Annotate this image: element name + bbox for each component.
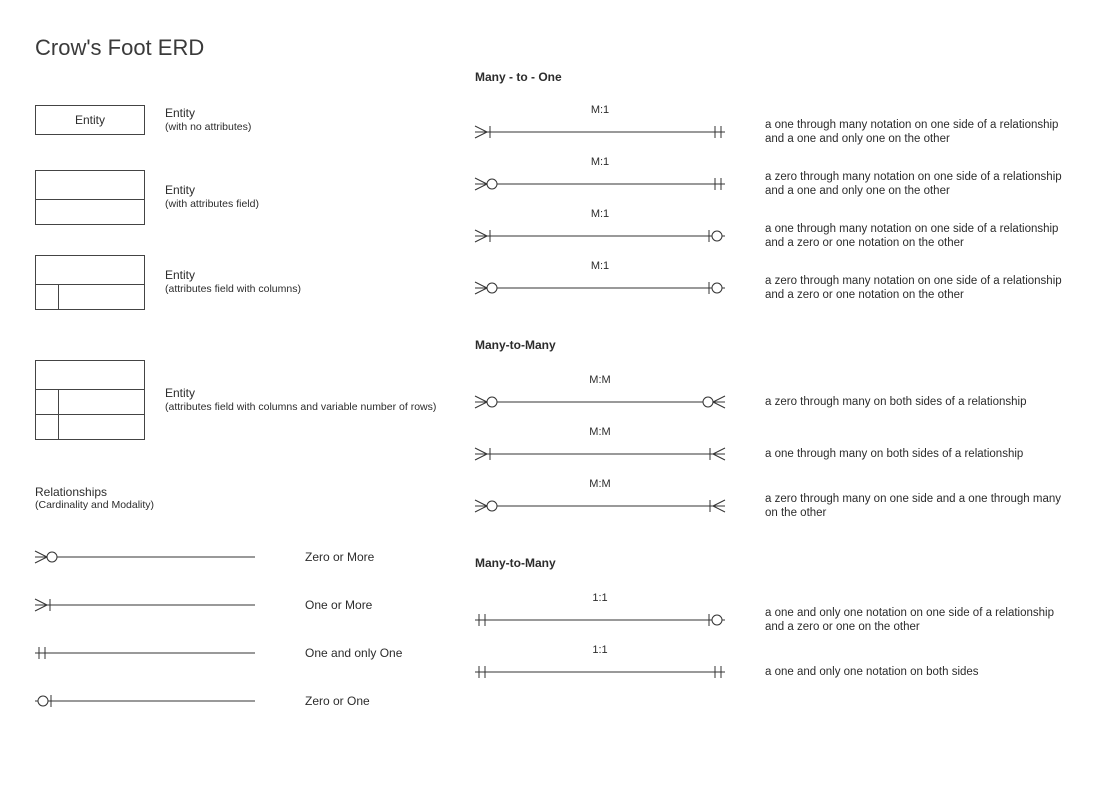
relationship-description: a one and only one notation on both side… — [765, 665, 1075, 679]
entity-label: Entity(attributes field with columns and… — [165, 386, 436, 414]
entity-symbol-row: Entity(attributes field with columns) — [35, 255, 301, 310]
entity-box — [35, 170, 145, 225]
relationship-row: M:1a zero through many notation on one s… — [475, 170, 725, 198]
entity-box-header — [36, 256, 144, 284]
relationship-ratio: M:1 — [475, 156, 725, 168]
section-title: Many-to-Many — [475, 556, 556, 570]
entity-label: Entity(with attributes field) — [165, 183, 259, 211]
relationship-description: a zero through many on one side and a on… — [765, 492, 1075, 521]
entity-box-body — [36, 284, 144, 309]
cardinality-label: One or More — [305, 598, 372, 612]
entity-label-sub: (with attributes field) — [165, 198, 259, 211]
relationship-description: a one through many on both sides of a re… — [765, 447, 1075, 461]
entity-box: Entity — [35, 105, 145, 135]
section-title: Many-to-Many — [475, 338, 556, 352]
entity-box-body — [36, 389, 144, 414]
section-title: Many - to - One — [475, 70, 562, 84]
cardinality-label: Zero or More — [305, 550, 374, 564]
relationship-row: M:Ma one through many on both sides of a… — [475, 440, 725, 468]
relationship-ratio: M:1 — [475, 260, 725, 272]
cardinality-row: Zero or One — [35, 692, 255, 710]
relationship-ratio: M:M — [475, 426, 725, 438]
cardinality-row: Zero or More — [35, 548, 255, 566]
entity-label-main: Entity — [165, 106, 251, 121]
relationship-ratio: 1:1 — [475, 592, 725, 604]
relationship-description: a one and only one notation on one side … — [765, 606, 1075, 635]
relationship-row: 1:1a one and only one notation on one si… — [475, 606, 725, 634]
relationships-heading-sub: (Cardinality and Modality) — [35, 499, 154, 511]
relationship-description: a zero through many on both sides of a r… — [765, 395, 1075, 409]
relationships-heading-main: Relationships — [35, 485, 154, 499]
relationship-description: a zero through many notation on one side… — [765, 274, 1075, 303]
entity-box-header: Entity — [36, 106, 144, 134]
relationship-row: M:Ma zero through many on both sides of … — [475, 388, 725, 416]
entity-box — [35, 360, 145, 440]
entity-box-body — [36, 414, 144, 439]
entity-label-sub: (attributes field with columns) — [165, 283, 301, 296]
relationship-row: 1:1a one and only one notation on both s… — [475, 658, 725, 686]
relationship-description: a zero through many notation on one side… — [765, 170, 1075, 199]
cardinality-row: One and only One — [35, 644, 255, 662]
entity-label-main: Entity — [165, 268, 301, 283]
relationship-ratio: M:1 — [475, 104, 725, 116]
entity-symbol-row: Entity(with attributes field) — [35, 170, 259, 225]
relationship-ratio: 1:1 — [475, 644, 725, 656]
entity-label: Entity(with no attributes) — [165, 106, 251, 134]
cardinality-label: Zero or One — [305, 694, 370, 708]
relationship-description: a one through many notation on one side … — [765, 118, 1075, 147]
relationship-row: M:Ma zero through many on one side and a… — [475, 492, 725, 520]
entity-box-header — [36, 171, 144, 199]
relationship-row: M:1a one through many notation on one si… — [475, 118, 725, 146]
relationship-row: M:1a one through many notation on one si… — [475, 222, 725, 250]
entity-box-body — [36, 199, 144, 224]
entity-label: Entity(attributes field with columns) — [165, 268, 301, 296]
relationships-heading: Relationships(Cardinality and Modality) — [35, 485, 154, 511]
entity-symbol-row: Entity(attributes field with columns and… — [35, 360, 436, 440]
relationship-ratio: M:1 — [475, 208, 725, 220]
relationship-description: a one through many notation on one side … — [765, 222, 1075, 251]
entity-box — [35, 255, 145, 310]
relationship-ratio: M:M — [475, 478, 725, 490]
entity-box-header — [36, 361, 144, 389]
relationship-ratio: M:M — [475, 374, 725, 386]
cardinality-label: One and only One — [305, 646, 402, 660]
entity-label-main: Entity — [165, 183, 259, 198]
relationship-row: M:1a zero through many notation on one s… — [475, 274, 725, 302]
page-title: Crow's Foot ERD — [35, 35, 204, 61]
cardinality-row: One or More — [35, 596, 255, 614]
entity-label-main: Entity — [165, 386, 436, 401]
entity-symbol-row: EntityEntity(with no attributes) — [35, 105, 251, 135]
entity-label-sub: (attributes field with columns and varia… — [165, 401, 436, 414]
entity-label-sub: (with no attributes) — [165, 121, 251, 134]
